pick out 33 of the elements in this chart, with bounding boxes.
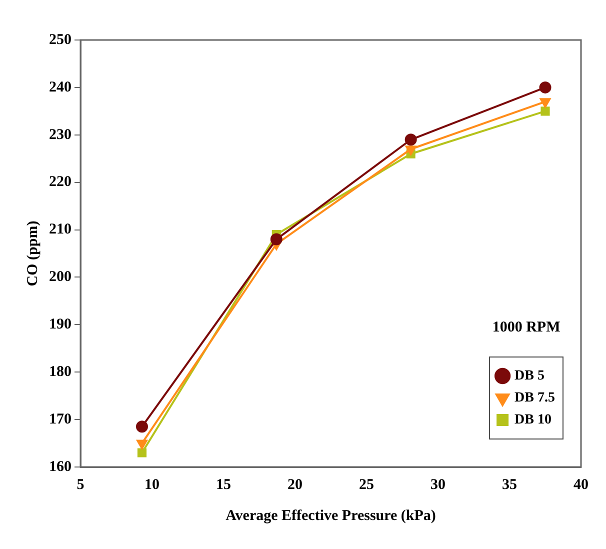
x-tick-label: 15 <box>216 476 231 493</box>
y-axis-title: CO (ppm) <box>24 220 41 286</box>
y-tick-label: 160 <box>49 458 72 475</box>
y-tick-label: 230 <box>49 126 72 143</box>
y-tick-label: 220 <box>49 174 72 190</box>
x-tick-label: 40 <box>574 476 588 493</box>
point <box>137 448 147 458</box>
x-tick-label: 5 <box>76 476 84 493</box>
x-tick-label: 30 <box>430 476 446 493</box>
x-tick-label: 25 <box>359 476 374 493</box>
annotation: 1000 RPM <box>492 319 560 336</box>
point <box>136 420 148 433</box>
y-tick-label: 180 <box>49 364 72 380</box>
y-tick-label: 190 <box>49 316 72 333</box>
y-tick-label: 200 <box>49 269 72 286</box>
x-axis-title: Average Effective Pressure (kPa) <box>226 508 436 524</box>
legend-label: DB 10 <box>514 412 552 428</box>
y-tick-label: 240 <box>49 79 72 96</box>
x-tick-label: 10 <box>144 476 160 493</box>
point <box>540 98 551 108</box>
point <box>406 146 416 156</box>
x-tick-label: 20 <box>288 476 302 493</box>
point <box>270 233 282 246</box>
point <box>404 134 417 146</box>
point <box>539 81 552 94</box>
y-tick-label: 210 <box>49 222 72 238</box>
x-tick-label: 35 <box>502 476 517 493</box>
legend-label: DB 7.5 <box>514 390 556 406</box>
y-tick-label: 250 <box>49 32 72 48</box>
y-tick-label: 170 <box>49 411 72 428</box>
point <box>540 106 550 116</box>
point <box>136 440 148 450</box>
legend-label: DB 5 <box>514 368 545 384</box>
